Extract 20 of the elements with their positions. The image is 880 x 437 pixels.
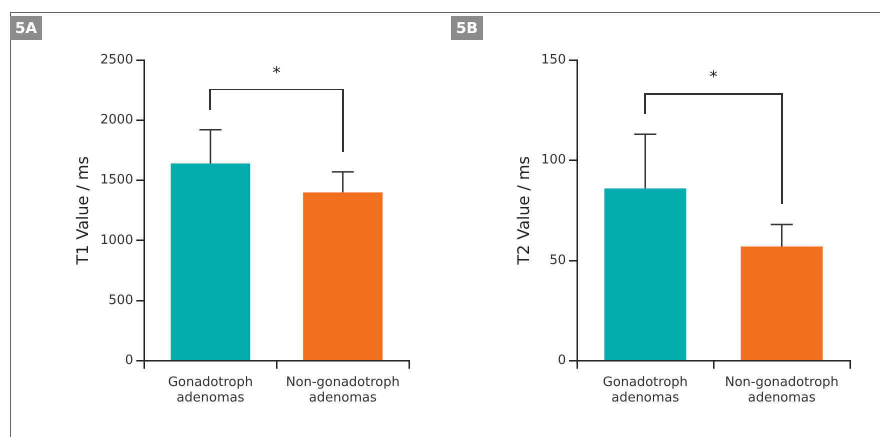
x-tick-label: Non-gonadotroph adenomas — [724, 374, 839, 406]
x-tick-label: Non-gonadotroph adenomas — [286, 374, 400, 406]
x-tick-label: Gonadotroph adenomas — [602, 374, 688, 406]
y-axis-title: T1 Value / ms — [72, 156, 92, 266]
y-tick-label: 0 — [558, 353, 566, 368]
y-tick-label: 2000 — [100, 112, 134, 128]
y-tick-label: 50 — [549, 252, 566, 268]
y-tick-label: 2500 — [100, 52, 134, 68]
y-tick-label: 100 — [541, 152, 566, 168]
annotation: * — [710, 67, 718, 86]
chart-title: 5B — [451, 16, 483, 40]
x-tick-label: Gonadotroph adenomas — [168, 374, 253, 406]
y-tick-label: 150 — [541, 52, 566, 68]
y-tick-label: 1000 — [100, 232, 134, 248]
y-tick-label: 0 — [125, 353, 134, 368]
chart-title: 5A — [10, 16, 42, 40]
y-axis-title: T2 Value / ms — [514, 156, 533, 266]
annotation: * — [272, 62, 281, 82]
y-tick-label: 1500 — [100, 172, 134, 188]
y-tick-label: 500 — [108, 293, 134, 308]
